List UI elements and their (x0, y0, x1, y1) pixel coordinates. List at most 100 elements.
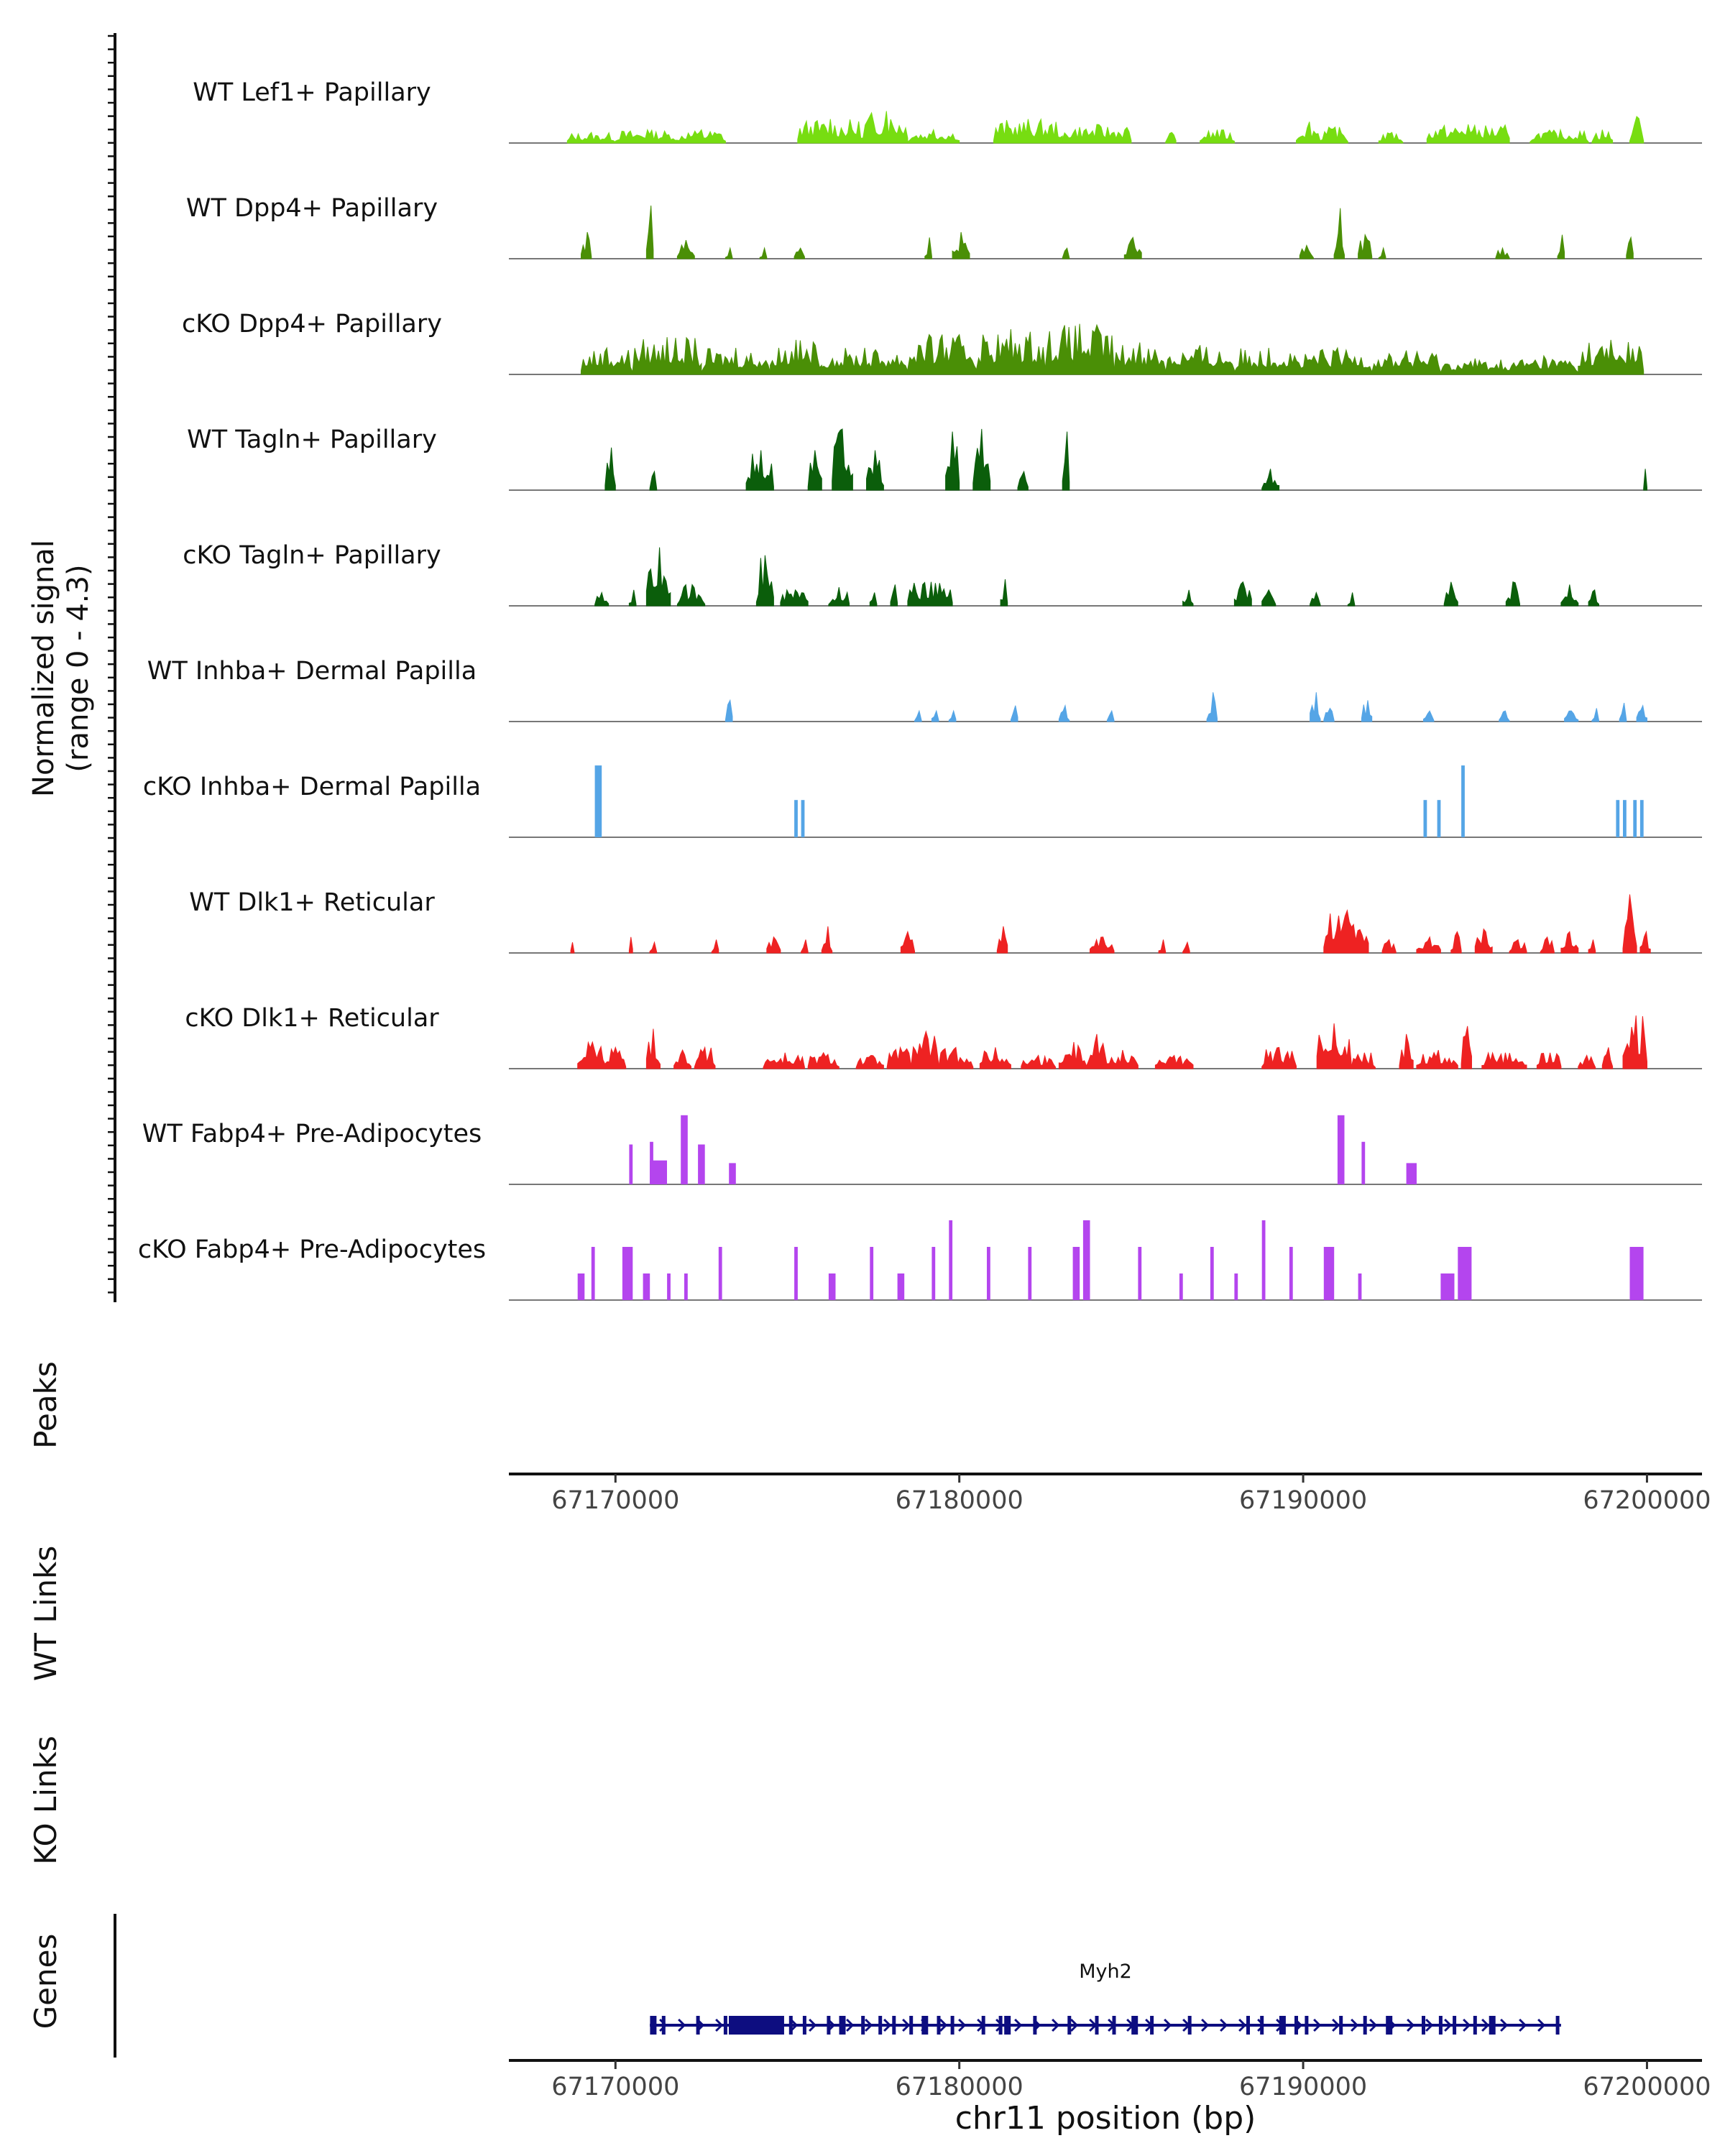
signal-bar (1289, 1247, 1293, 1300)
signal-area (832, 428, 853, 491)
gene-exon (1339, 2016, 1343, 2035)
track-label: cKO Inhba+ Dermal Papilla (143, 773, 481, 801)
x-axis-tick-label: 67170000 (551, 1486, 679, 1515)
signal-area (566, 132, 616, 144)
signal-area (948, 709, 957, 722)
gene-exon (696, 2016, 700, 2035)
gene-exon (1422, 2016, 1425, 2035)
signal-area (701, 347, 771, 375)
signal-area (1378, 132, 1404, 144)
track: WT Tagln+ Papillary (187, 425, 1702, 491)
signal-axis-label-line1: Normalized signal (27, 540, 60, 797)
gene-strand-arrow (1070, 2018, 1079, 2032)
signal-area (1636, 704, 1647, 722)
signal-bar (1210, 1247, 1214, 1300)
signal-bar (594, 765, 602, 837)
gene-exon (981, 2016, 985, 2035)
gene-exon (1294, 2016, 1298, 2035)
x-axis-tick-label: 67170000 (551, 2073, 679, 2101)
signal-area (794, 247, 805, 259)
signal-area (1021, 1054, 1057, 1069)
gene-strand-arrow (958, 2018, 967, 2032)
signal-area (755, 555, 774, 607)
signal-area (1158, 939, 1167, 954)
signal-area (1601, 1047, 1614, 1069)
signal-area (828, 587, 850, 607)
gene-exon (839, 2016, 846, 2035)
signal-bar (1138, 1247, 1142, 1300)
gene-exon (998, 2016, 1003, 2035)
track: cKO Tagln+ Papillary (183, 541, 1702, 607)
signal-area (676, 239, 695, 259)
gene-exon (1033, 2016, 1037, 2035)
signal-area (924, 237, 932, 259)
signal-area (1622, 1015, 1647, 1069)
signal-area (628, 936, 633, 954)
gene-exon (1095, 2016, 1099, 2035)
gene-exon (1112, 2016, 1116, 2035)
gene-track (650, 2016, 1561, 2035)
signal-bar (1179, 1273, 1183, 1300)
signal-area (1261, 589, 1276, 607)
gene-strand-arrow (1014, 2018, 1023, 2032)
signal-area (1261, 469, 1280, 491)
signal-area (1629, 116, 1644, 144)
gene-exon (937, 2016, 941, 2035)
signal-area (866, 450, 884, 491)
signal-area (1588, 939, 1596, 954)
signal-area (1333, 208, 1345, 259)
signal-area (645, 1028, 661, 1069)
signal-bar (1337, 1115, 1345, 1184)
gene-strand-arrow (790, 2018, 799, 2032)
signal-area (993, 118, 1063, 144)
signal-bar (643, 1273, 650, 1300)
signal-area (914, 709, 922, 722)
signal-bar (1072, 1247, 1080, 1300)
gene-exon (892, 2016, 896, 2035)
track-label: WT Inhba+ Dermal Papilla (147, 657, 477, 686)
track: WT Fabp4+ Pre-Adipocytes (142, 1115, 1702, 1185)
track: cKO Inhba+ Dermal Papilla (143, 765, 1702, 838)
signal-bar (1616, 800, 1620, 837)
signal-bar (698, 1144, 705, 1184)
signal-area (1530, 128, 1589, 144)
signal-bar (1423, 800, 1427, 837)
track-label: WT Dpp4+ Papillary (186, 194, 438, 223)
signal-area (797, 119, 864, 144)
signal-area (1416, 1049, 1458, 1069)
signal-area (1000, 579, 1008, 607)
signal-area (890, 584, 898, 607)
signal-area (1062, 124, 1132, 144)
gene-exon (650, 2016, 657, 2035)
track-label: WT Lef1+ Papillary (193, 78, 431, 107)
signal-bar (1261, 1220, 1266, 1300)
gene-strand-arrow (939, 2018, 948, 2032)
track: WT Lef1+ Papillary (193, 78, 1702, 144)
signal-area (604, 1046, 627, 1069)
signal-area (1302, 346, 1373, 375)
gene-strand-arrow (1407, 2018, 1415, 2032)
gene-exon (1386, 2016, 1393, 2035)
signal-bar (1440, 1273, 1455, 1300)
signal-area (1443, 581, 1458, 607)
signal-area (577, 1041, 606, 1069)
signal-area (763, 1052, 805, 1069)
gene-strand-arrow (1519, 2018, 1527, 2032)
signal-area (594, 591, 610, 607)
signal-area (821, 926, 833, 954)
signal-area (649, 470, 658, 491)
signal-area (645, 547, 671, 607)
signal-area (694, 1046, 716, 1069)
signal-area (1358, 233, 1373, 259)
signal-area (1010, 705, 1018, 722)
gene-exon (788, 2016, 793, 2035)
signal-area (1165, 132, 1177, 144)
signal-area (615, 128, 678, 144)
signal-area (996, 926, 1008, 954)
signal-area (1086, 1033, 1108, 1069)
gene-exon (878, 2016, 883, 2035)
gene-exon (1473, 2016, 1477, 2035)
gene-strand-arrow (1444, 2018, 1453, 2032)
signal-area (886, 1046, 912, 1069)
signal-bar (1629, 1247, 1644, 1300)
